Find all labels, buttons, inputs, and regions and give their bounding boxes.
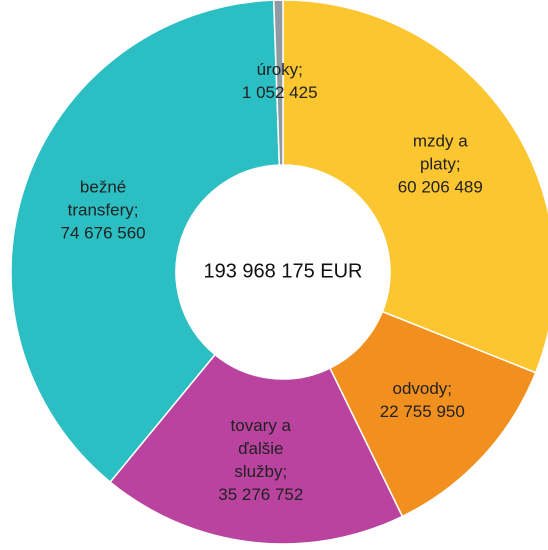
value-label: 1 052 425 (241, 83, 318, 103)
slice (109, 353, 404, 545)
category-label: úroky; (256, 60, 303, 80)
slice (282, 0, 548, 374)
slice-label: tovary a ďalšie služby; 35 276 752 (218, 415, 303, 507)
center-label: 193 968 175 EUR (203, 260, 363, 283)
slice (328, 310, 537, 518)
slice-label: odvody; 22 755 950 (380, 378, 465, 424)
value-label: 60 206 489 (397, 177, 483, 197)
value-label: 35 276 752 (218, 484, 304, 504)
category-label: tovary a ďalšie služby; (230, 415, 292, 481)
slice-label: úroky; 1 052 425 (239, 59, 321, 105)
value-label: 74 676 560 (60, 223, 146, 243)
category-label: mzdy a platy; (412, 131, 468, 174)
category-label: odvody; (392, 379, 453, 399)
slice (10, 0, 281, 484)
slice-label: mzdy a platy; 60 206 489 (398, 131, 483, 200)
value-label: 22 755 950 (379, 402, 465, 422)
category-label: bežné transfery; (67, 177, 139, 220)
slice-label: bežné transfery; 74 676 560 (61, 177, 146, 246)
slice (272, 0, 284, 166)
